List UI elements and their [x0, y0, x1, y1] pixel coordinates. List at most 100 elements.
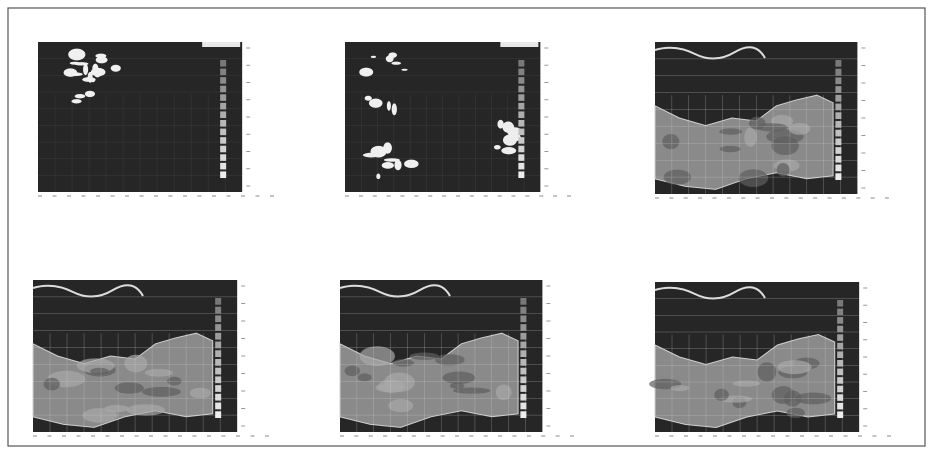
texture-patch: [443, 371, 476, 384]
scale-step: [220, 60, 226, 67]
texture-patch: [496, 384, 512, 400]
texture-patch: [127, 404, 166, 415]
scale-step: [518, 129, 524, 136]
page: (() => { const data = JSON.parse(documen…: [0, 0, 933, 454]
texture-patch: [786, 408, 804, 418]
cloud-patch: [96, 56, 108, 63]
scale-step: [835, 138, 841, 145]
texture-patch: [777, 360, 811, 374]
scale-step: [837, 334, 843, 341]
scale-step: [520, 333, 526, 340]
scale-step: [220, 129, 226, 136]
cloud-patch: [202, 42, 240, 47]
cloud-patch: [365, 96, 372, 101]
figure: [0, 0, 933, 454]
texture-patch: [190, 388, 211, 399]
scale-step: [518, 77, 524, 84]
scale-step: [835, 60, 841, 67]
scale-step: [520, 324, 526, 331]
texture-patch: [749, 117, 766, 130]
cloud-patch: [64, 68, 78, 76]
scale-step: [215, 394, 221, 401]
scale-step: [518, 69, 524, 76]
scale-step: [837, 343, 843, 350]
scale-step: [835, 130, 841, 137]
cloud-patch: [369, 98, 383, 107]
scale-step: [837, 394, 843, 401]
scale-step: [835, 165, 841, 172]
cloud-patch: [371, 56, 376, 58]
texture-patch: [777, 163, 790, 177]
texture-patch: [388, 399, 413, 412]
cloud-patch: [75, 94, 86, 98]
texture-patch: [795, 393, 831, 405]
texture-patch: [115, 382, 144, 393]
texture-patch: [671, 385, 690, 391]
cloud-patch: [383, 142, 392, 153]
scale-step: [215, 411, 221, 418]
texture-patch: [771, 136, 798, 155]
texture-patch: [789, 123, 811, 135]
cloud-patch: [363, 153, 380, 158]
scale-step: [215, 342, 221, 349]
scale-step: [215, 376, 221, 383]
scale-step: [215, 350, 221, 357]
cloud-patch: [85, 91, 95, 97]
scale-step: [520, 315, 526, 322]
texture-patch: [744, 127, 757, 146]
cloud-patch: [391, 62, 401, 65]
scale-step: [520, 385, 526, 392]
scale-step: [835, 104, 841, 111]
scale-step: [837, 411, 843, 418]
scale-step: [835, 86, 841, 93]
scale-step: [835, 147, 841, 154]
cloud-patch: [71, 99, 81, 103]
scale-step: [518, 60, 524, 67]
scale-step: [835, 156, 841, 163]
cloud-patch: [91, 68, 106, 77]
scale-step: [837, 300, 843, 307]
texture-patch: [662, 134, 679, 149]
scale-step: [215, 307, 221, 314]
texture-patch: [142, 387, 181, 397]
scale-step: [220, 137, 226, 144]
scale-step: [520, 298, 526, 305]
cloud-patch: [500, 42, 538, 47]
scale-step: [518, 103, 524, 110]
scale-step: [220, 86, 226, 93]
image-panel: [38, 42, 274, 196]
scale-step: [220, 77, 226, 84]
scale-step: [518, 94, 524, 101]
scale-step: [215, 403, 221, 410]
cloud-patch: [401, 69, 407, 71]
scale-step: [835, 69, 841, 76]
scale-step: [520, 307, 526, 314]
scale-step: [518, 171, 524, 178]
scale-step: [837, 326, 843, 333]
image-panel: [655, 42, 889, 198]
texture-patch: [359, 346, 395, 366]
scale-step: [518, 111, 524, 118]
scale-step: [220, 94, 226, 101]
image-panel: [345, 42, 571, 196]
scale-step: [835, 173, 841, 180]
texture-patch: [357, 373, 371, 381]
scale-step: [220, 69, 226, 76]
scale-step: [215, 298, 221, 305]
cloud-patch: [111, 65, 121, 72]
texture-patch: [453, 388, 491, 394]
scale-step: [837, 403, 843, 410]
scale-step: [220, 154, 226, 161]
cloud-patch: [82, 77, 95, 82]
scale-step: [837, 386, 843, 393]
scale-step: [837, 360, 843, 367]
scale-step: [215, 315, 221, 322]
texture-patch: [738, 169, 768, 187]
scale-step: [837, 377, 843, 384]
scale-step: [220, 120, 226, 127]
cloud-patch: [501, 147, 516, 154]
texture-patch: [435, 354, 465, 365]
scale-step: [835, 121, 841, 128]
scale-step: [518, 120, 524, 127]
texture-patch: [145, 369, 173, 377]
